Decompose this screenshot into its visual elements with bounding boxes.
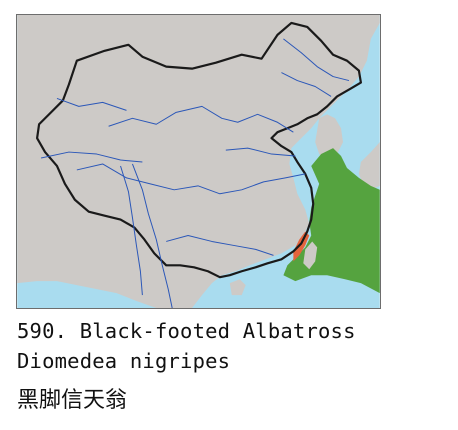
mekong-river: [131, 163, 173, 308]
yellow-river: [108, 105, 294, 133]
salween-river: [120, 165, 143, 296]
rivers: [40, 38, 350, 308]
range-map: [16, 14, 381, 309]
range-coastal-strip: [293, 231, 310, 262]
land-mass: [17, 15, 380, 308]
heilong-river: [283, 38, 350, 82]
national-border: [36, 21, 362, 279]
korea-peninsula: [315, 114, 344, 161]
map-svg: [17, 15, 380, 308]
yangtze-river: [76, 163, 306, 195]
japan-islands: [358, 142, 380, 190]
yarlung-river: [40, 151, 143, 163]
species-chinese-name: 黑脚信天翁: [17, 388, 128, 413]
northwest-river: [56, 97, 127, 111]
pearl-river: [166, 234, 274, 256]
huai-river: [225, 147, 296, 157]
songhua-river: [281, 72, 332, 97]
species-scientific-name: Diomedea nigripes: [17, 349, 231, 373]
hainan-island: [229, 279, 246, 296]
species-number-name: 590. Black-footed Albatross: [17, 319, 356, 343]
taiwan-island: [303, 241, 318, 270]
